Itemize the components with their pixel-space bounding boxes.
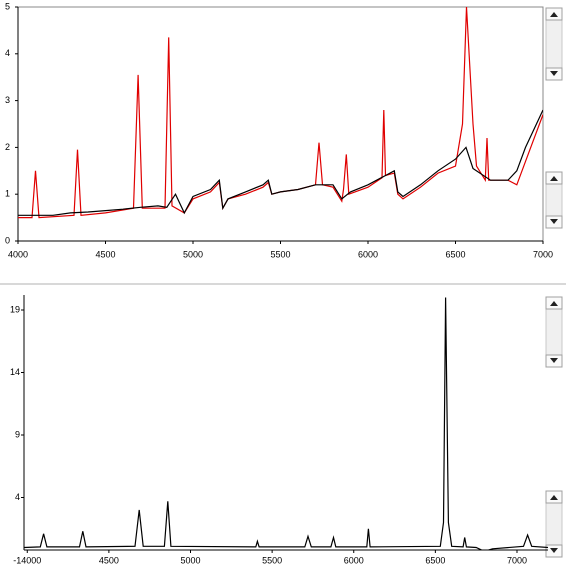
- x-tick-label: 5000: [183, 249, 203, 259]
- y-tick-label: 4: [15, 492, 20, 502]
- x-tick-label: 4000: [8, 249, 28, 259]
- x-tick-label: 4500: [95, 249, 115, 259]
- y-tick-label: 4: [5, 48, 10, 58]
- spectrum-line: [18, 7, 543, 219]
- plot-frame: [17, 6, 544, 242]
- x-tick-label: 5500: [262, 555, 282, 565]
- y-tick-label: 14: [10, 367, 20, 377]
- x-tick-label: 6500: [425, 555, 445, 565]
- y-tick-label: 9: [15, 429, 20, 439]
- x-tick-label: 5500: [270, 249, 290, 259]
- x-tick-label: 6000: [344, 555, 364, 565]
- scroll-controls[interactable]: [545, 7, 563, 558]
- x-tick-label: 7000: [533, 249, 553, 259]
- y-tick-label: 5: [5, 1, 10, 11]
- y-tick-label: 3: [5, 95, 10, 105]
- x-tick-label: 5000: [180, 555, 200, 565]
- spectrum-line: [18, 109, 543, 216]
- spectrum-line: [24, 297, 548, 550]
- y-tick-label: 19: [10, 304, 20, 314]
- x-tick-label: 6500: [445, 249, 465, 259]
- x-tick-label: 6000: [358, 249, 378, 259]
- x-tick-label: 4500: [99, 555, 119, 565]
- y-tick-label: 0: [5, 235, 10, 245]
- y-tick-label: 2: [5, 142, 10, 152]
- y-tick-label: 1: [5, 189, 10, 199]
- x-tick-label: -14000: [13, 555, 41, 565]
- x-tick-label: 7000: [507, 555, 527, 565]
